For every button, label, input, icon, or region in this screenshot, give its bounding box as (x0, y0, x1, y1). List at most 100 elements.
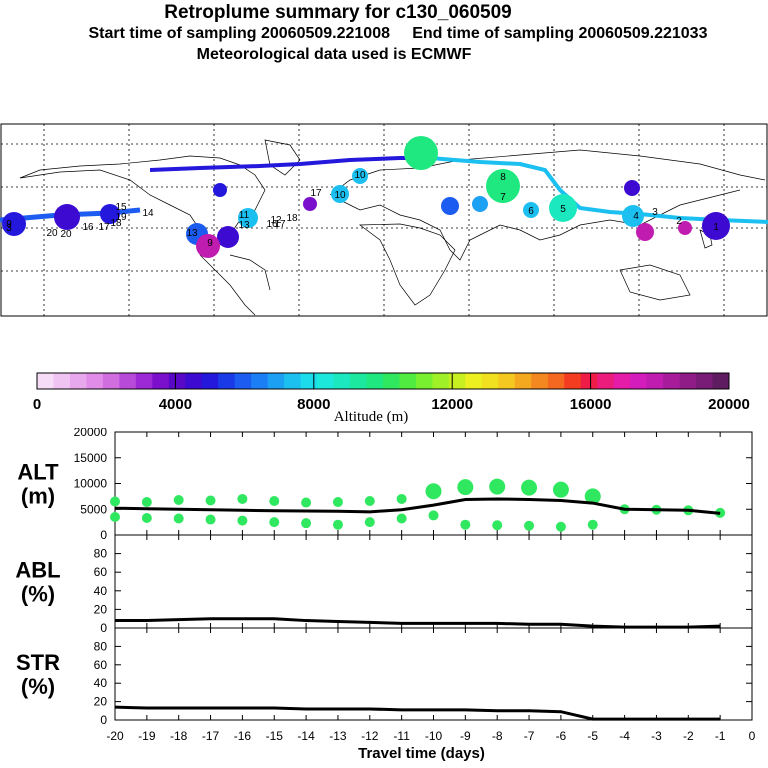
cluster-point (489, 478, 506, 495)
trajectory-day-label: 18 (286, 213, 298, 224)
plume-marker (622, 205, 644, 227)
plume-marker (238, 208, 258, 228)
trajectory-day-label: 7 (500, 192, 506, 203)
colorbar-cell (580, 373, 598, 389)
cluster-point (460, 519, 471, 530)
plume-marker (441, 197, 459, 215)
cluster-point (301, 497, 312, 508)
colorbar-cell (383, 373, 400, 389)
colorbar-cell (564, 373, 582, 389)
trajectory-day-label: 15 (115, 202, 127, 213)
x-tick-label: -14 (297, 729, 315, 743)
y-tick-label: 20 (94, 695, 108, 709)
colorbar-tick-label: 0 (33, 396, 41, 413)
trajectory-day-label: 9 (207, 238, 213, 249)
cluster-point (425, 483, 442, 500)
cluster-point (396, 513, 407, 524)
plume-marker (213, 183, 227, 197)
cluster-point (269, 496, 280, 507)
plume-marker (549, 194, 577, 222)
plume-marker (331, 185, 349, 203)
trajectory-day-label: 11 (239, 210, 250, 221)
colorbar-cell (498, 373, 516, 389)
panel-ylabel: ALT (17, 460, 59, 485)
colorbar-cell (218, 373, 236, 389)
x-tick-label: -15 (266, 729, 284, 743)
y-tick-label: 0 (100, 713, 107, 727)
cluster-point (141, 497, 152, 508)
plume-marker (486, 169, 520, 203)
plume-markers (2, 136, 730, 258)
x-tick-label: -13 (329, 729, 347, 743)
y-tick-label: 10000 (74, 477, 108, 491)
colorbar-cell (284, 373, 302, 389)
cluster-point (396, 493, 407, 504)
colorbar-cell (152, 373, 170, 389)
colorbar-cell (679, 373, 697, 389)
trajectory-day-label: 17 (310, 188, 322, 199)
x-tick-label: -12 (361, 729, 379, 743)
met-data-note: Meteorological data used is ECMWF (196, 46, 472, 63)
x-tick-label: -5 (587, 729, 598, 743)
str-line (114, 705, 721, 721)
colorbar-label: Altitude (m) (334, 409, 409, 425)
trajectory-day-label: 9 (6, 219, 12, 230)
y-tick-label: 20000 (74, 428, 108, 439)
cluster-point (110, 511, 120, 522)
colorbar-tick-label: 12000 (431, 396, 473, 413)
y-tick-label: 0 (100, 528, 107, 542)
cluster-point (237, 493, 248, 504)
colorbar-cell (663, 373, 681, 389)
mean-altitude-line (114, 497, 721, 515)
cluster-point (364, 517, 375, 528)
x-tick-label: -8 (492, 729, 503, 743)
y-tick-label: 40 (94, 584, 108, 598)
plume-marker (100, 204, 120, 224)
trajectory-day-label: 8 (500, 172, 506, 183)
colorbar-tick-label: 8000 (297, 396, 330, 413)
plume-marker (217, 226, 239, 248)
cluster-point (492, 520, 503, 531)
cluster-point (587, 519, 598, 530)
colorbar-cell (37, 373, 54, 389)
x-tick-label: -9 (460, 729, 471, 743)
trajectory-day-label: 16 (266, 219, 278, 230)
y-tick-label: 80 (94, 639, 108, 653)
trajectory-day-label: 17 (274, 219, 286, 230)
cluster-point (173, 513, 184, 524)
colorbar-cell (135, 373, 153, 389)
colorbar-cell (613, 373, 631, 389)
cluster-point (428, 510, 439, 521)
trajectory-day-label: 17 (98, 222, 110, 233)
x-tick-label: -17 (202, 729, 220, 743)
plume-marker (196, 234, 220, 258)
panel-ylabel: (%) (21, 582, 55, 607)
colorbar-cell (415, 373, 433, 389)
plume-marker (636, 223, 654, 241)
trajectory-day-label: 1 (713, 222, 719, 233)
colorbar-cell (350, 373, 368, 389)
colorbar-cell (185, 373, 203, 389)
colorbar-cell (630, 373, 648, 389)
colorbar-cell (514, 373, 532, 389)
cluster-point (301, 518, 312, 529)
trajectory-path (0, 156, 768, 224)
cluster-point (141, 513, 152, 524)
trajectory-day-label: 4 (633, 211, 639, 222)
cluster-point (584, 488, 601, 505)
x-tick-label: -16 (234, 729, 252, 743)
cluster-point (524, 520, 535, 531)
plume-marker (624, 180, 640, 196)
trajectory-day-label: 12 (270, 215, 282, 226)
trajectory-day-label: 20 (60, 229, 72, 240)
y-tick-label: 0 (100, 621, 107, 635)
cluster-point (205, 495, 216, 506)
x-tick-label: 0 (749, 729, 756, 743)
y-tick-label: 60 (94, 565, 108, 579)
altitude-colorbar: 0 4000 8000 12000 16000 20000 Altitude (m) (33, 372, 750, 425)
y-tick-label: 40 (94, 676, 108, 690)
trajectory-day-label: 18 (110, 218, 122, 229)
y-tick-label: 20 (94, 602, 108, 616)
colorbar-cell (399, 373, 417, 389)
